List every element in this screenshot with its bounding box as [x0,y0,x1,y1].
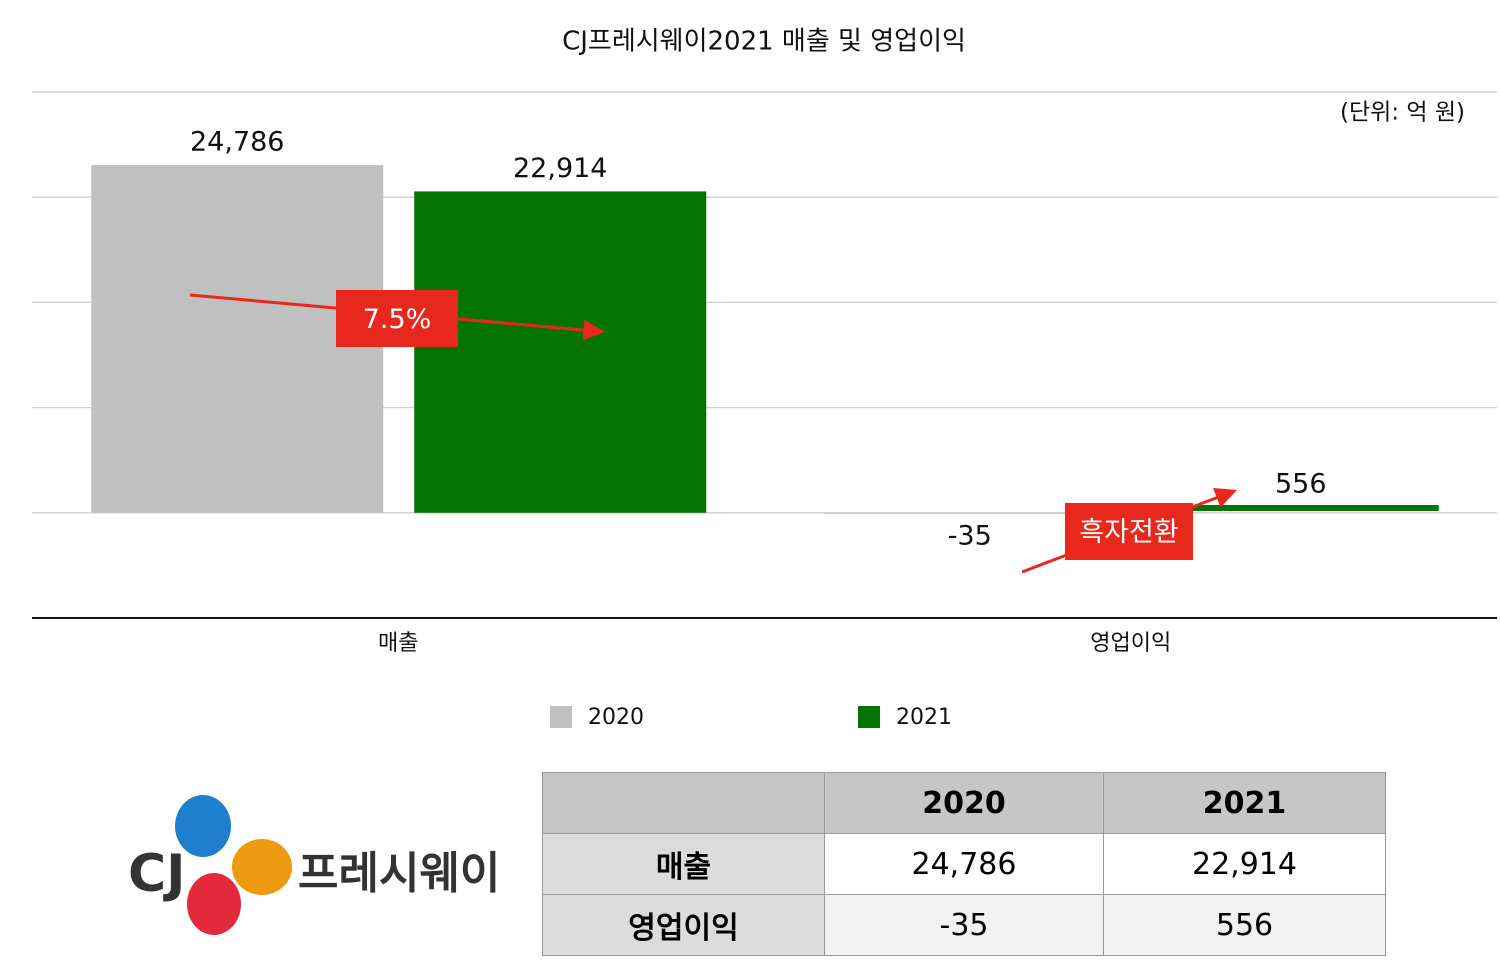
data-label: 556 [1275,469,1327,500]
bar [1146,505,1439,512]
bar [823,512,1116,514]
bar [414,191,707,513]
table-row-label: 매출 [542,833,825,895]
table-cell: 22,914 [1103,833,1386,895]
logo-orange [232,839,292,895]
table-header: 2021 [1103,772,1386,834]
logo-brand: CJ [128,844,186,904]
annotation-text: 7.5% [363,304,432,335]
x-tick-label: 영업이익 [1090,631,1171,656]
annotation-arrowhead [582,319,605,341]
logo-blue [175,795,231,857]
legend-swatch [550,706,572,728]
legend-label: 2021 [896,705,952,730]
logo: CJ 프레시웨이 [128,795,500,935]
annotation-text: 흑자전환 [1079,517,1178,548]
legend-swatch [858,706,880,728]
logo-name: 프레시웨이 [298,848,500,899]
table-row-label: 영업이익 [542,894,825,956]
table-cell: 24,786 [824,833,1104,895]
logo-red [187,873,241,935]
data-table: 2020 2021 매출 24,786 22,914 영업이익 -35 556 [542,772,1386,956]
annotation-box [1065,503,1193,560]
unit-note: (단위: 억 원) [1340,100,1465,126]
table-header: 2020 [824,772,1104,834]
x-tick-label: 매출 [378,631,418,656]
table-cell: 556 [1103,894,1386,956]
data-label: -35 [948,520,992,551]
table-row: 매출 24,786 22,914 [542,833,1386,895]
data-label: 24,786 [190,127,284,158]
chart-title: CJ프레시웨이2021 매출 및 영업이익 [562,27,966,57]
annotation-box [336,290,458,347]
legend-label: 2020 [588,705,644,730]
table-cell: -35 [824,894,1104,956]
table-row: 영업이익 -35 556 [542,894,1386,956]
table-corner [542,772,825,834]
annotation-arrowhead [1213,487,1237,508]
data-label: 22,914 [513,153,607,184]
bar [91,165,384,513]
table-header-row: 2020 2021 [542,772,1386,834]
